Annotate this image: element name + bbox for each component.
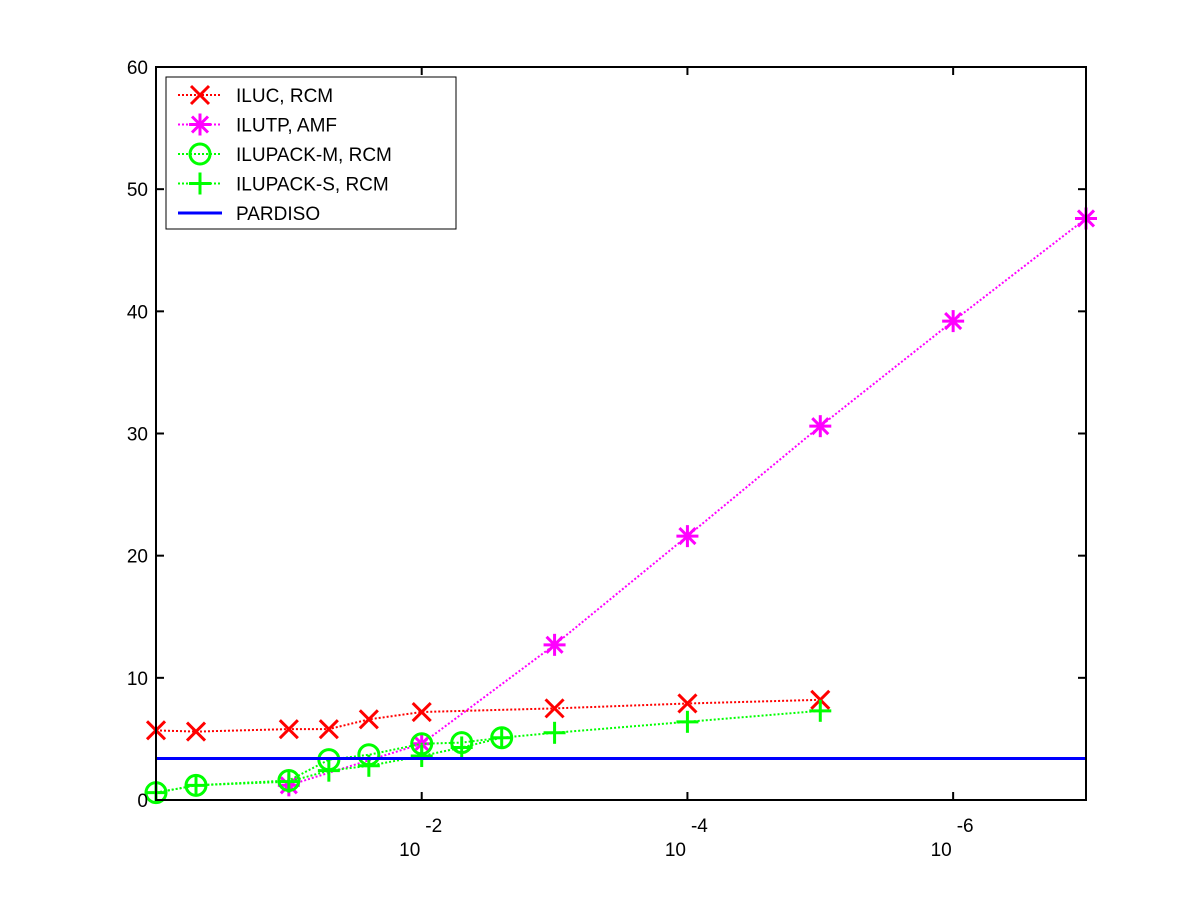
x-tick-label-exponent-1: -4 bbox=[691, 816, 708, 837]
plot-area bbox=[144, 207, 1097, 805]
series-3-point-8 bbox=[543, 721, 566, 744]
legend-label-2: ILUPACK-M, RCM bbox=[236, 145, 392, 166]
series-1-point-3 bbox=[676, 525, 699, 548]
series-3-point-9 bbox=[676, 710, 699, 733]
series-0-point-6 bbox=[544, 698, 565, 719]
series-0-point-3 bbox=[318, 719, 339, 740]
series-line-1 bbox=[288, 217, 1087, 787]
legend-marker-2 bbox=[188, 142, 212, 166]
series-line-0 bbox=[155, 698, 821, 733]
x-tick-label-base-0: 10 bbox=[399, 840, 420, 861]
series-3-point-10 bbox=[809, 699, 832, 722]
series-0-point-4 bbox=[358, 709, 379, 730]
series-1-point-4 bbox=[809, 415, 832, 438]
legend-marker-0 bbox=[189, 84, 211, 106]
x-tick-label-base-2: 10 bbox=[931, 840, 952, 861]
series-0-point-7 bbox=[677, 693, 698, 714]
y-tick-label-1: 10 bbox=[127, 669, 148, 690]
series-1-point-5 bbox=[942, 310, 965, 333]
series-3-point-1 bbox=[184, 774, 207, 797]
series-3-point-7 bbox=[490, 726, 513, 749]
legend: ILUC, RCM ILUTP, AMF ILUPACK-M, RCM ILUPACK… bbox=[165, 76, 457, 230]
legend-label-4: PARDISO bbox=[236, 204, 320, 225]
legend-label-1: ILUTP, AMF bbox=[236, 116, 337, 137]
y-tick-label-4: 40 bbox=[127, 302, 148, 323]
y-tick-label-3: 30 bbox=[127, 425, 148, 446]
series-3-point-3 bbox=[317, 759, 340, 782]
legend-marker-1 bbox=[189, 113, 211, 136]
series-3-point-6 bbox=[450, 736, 473, 759]
x-tick-label-exponent-2: -6 bbox=[957, 816, 974, 837]
series-0-point-2 bbox=[278, 719, 299, 740]
series-3-point-2 bbox=[277, 770, 300, 793]
y-tick-label-0: 0 bbox=[137, 791, 148, 812]
legend-label-3: ILUPACK-S, RCM bbox=[236, 175, 389, 196]
series-line-3 bbox=[155, 709, 821, 794]
series-0-point-1 bbox=[185, 721, 207, 742]
y-tick-label-6: 60 bbox=[127, 58, 148, 79]
x-tick-label-exponent-0: -2 bbox=[425, 816, 442, 837]
legend-marker-3 bbox=[189, 172, 211, 195]
series-1-point-2 bbox=[543, 633, 566, 656]
series-0-point-5 bbox=[411, 701, 432, 723]
y-tick-label-2: 20 bbox=[127, 547, 148, 568]
series-3-point-5 bbox=[410, 745, 433, 768]
x-tick-label-base-1: 10 bbox=[665, 840, 686, 861]
y-tick-label-5: 50 bbox=[127, 180, 148, 201]
legend-label-0: ILUC, RCM bbox=[236, 86, 333, 107]
